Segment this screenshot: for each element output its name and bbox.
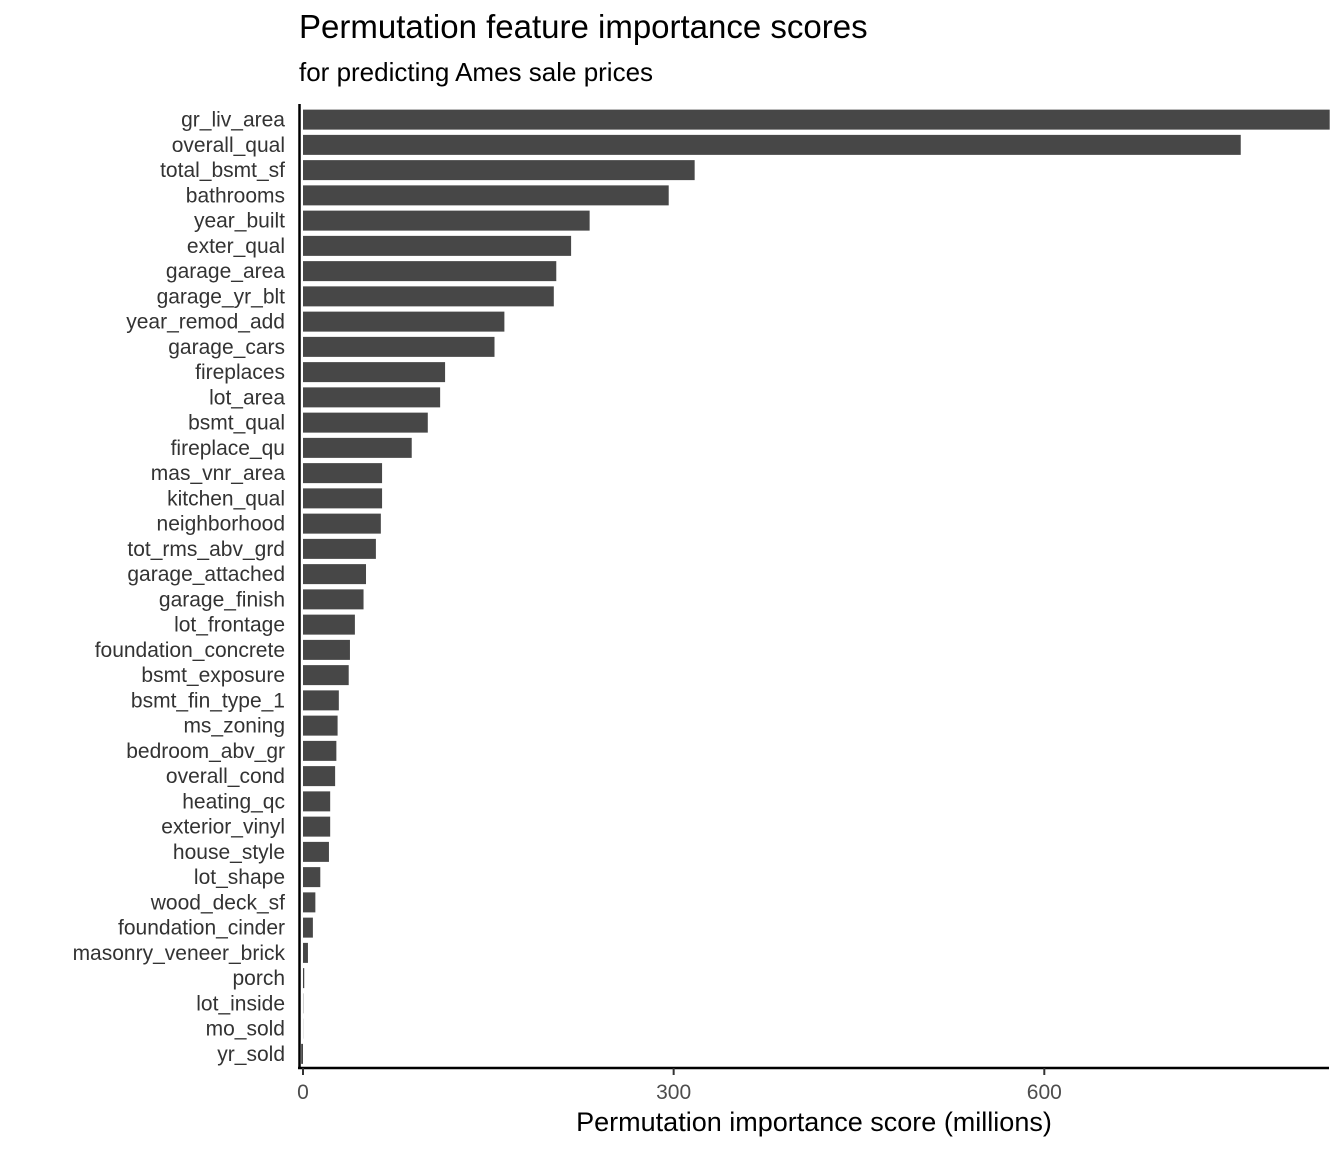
bar-total_bsmt_sf [303,160,695,181]
category-label: masonry_veneer_brick [73,942,286,965]
category-label: wood_deck_sf [150,891,285,914]
category-label: yr_sold [217,1043,285,1066]
category-label: gr_liv_area [181,109,285,132]
bar-fireplace_qu [303,437,412,458]
category-label: lot_area [209,386,285,409]
x-tick-label: 600 [1027,1081,1062,1104]
bar-lot_area [303,387,441,408]
bar-foundation_concrete [303,639,350,660]
category-label: lot_frontage [174,614,285,637]
category-label: year_remod_add [126,311,285,334]
category-label: foundation_cinder [118,917,285,940]
category-label: bedroom_abv_gr [126,740,285,763]
category-label: mas_vnr_area [151,462,286,485]
bar-bedroom_abv_gr [303,740,337,761]
bar-lot_shape [303,867,321,888]
category-label: garage_area [166,260,285,283]
category-label: fireplaces [195,361,285,384]
bar-heating_qc [303,791,331,812]
x-axis-ticks: 0 300 600 [297,1068,1062,1104]
category-label: exterior_vinyl [161,816,285,839]
chart-title: Permutation feature importance scores [299,8,868,45]
bar-garage_cars [303,336,495,357]
bar-overall_qual [303,134,1241,155]
bar-lot_frontage [303,614,355,635]
category-label: bathrooms [186,184,285,207]
category-label: lot_shape [194,866,285,889]
category-label: overall_cond [166,765,285,788]
bars-group [301,109,1330,1064]
category-label: garage_attached [127,563,285,586]
bar-overall_cond [303,766,336,787]
bar-exterior_vinyl [303,816,331,837]
category-label: bsmt_exposure [141,664,285,687]
category-label: garage_cars [168,336,285,359]
bar-wood_deck_sf [303,892,316,913]
bar-masonry_veneer_brick [303,942,308,963]
category-label: bsmt_fin_type_1 [131,689,285,712]
x-tick-label: 0 [297,1081,309,1104]
bar-garage_attached [303,564,367,585]
bar-fireplaces [303,362,446,383]
bar-garage_yr_blt [303,286,554,307]
category-label: total_bsmt_sf [160,159,285,182]
category-label: fireplace_qu [171,437,285,460]
category-label: porch [232,967,285,990]
bar-garage_finish [303,589,364,610]
category-label: lot_inside [196,992,285,1015]
bar-tot_rms_abv_grd [303,538,376,559]
category-label: house_style [173,841,285,864]
category-label: heating_qc [182,790,285,813]
bar-house_style [303,841,329,862]
category-label: bsmt_qual [188,412,285,435]
bar-exter_qual [303,235,572,256]
bar-bsmt_fin_type_1 [303,690,339,711]
category-label: foundation_concrete [95,639,285,662]
bar-mas_vnr_area [303,463,383,484]
category-label: year_built [194,210,285,233]
category-label: neighborhood [157,513,285,536]
bar-bsmt_exposure [303,665,349,686]
category-label: tot_rms_abv_grd [127,538,285,561]
category-label: kitchen_qual [167,487,285,510]
chart-subtitle: for predicting Ames sale prices [299,57,654,87]
category-label: garage_yr_blt [157,285,286,308]
bar-yr_sold [301,1043,303,1064]
x-axis-title: Permutation importance score (millions) [576,1107,1052,1137]
category-label: overall_qual [172,134,285,157]
bar-foundation_cinder [303,917,313,938]
bar-kitchen_qual [303,488,383,509]
bar-neighborhood [303,513,381,534]
bar-ms_zoning [303,715,338,736]
bar-year_remod_add [303,311,505,332]
bar-year_built [303,210,590,231]
bar-bathrooms [303,185,669,206]
category-label: exter_qual [187,235,285,258]
category-labels: gr_liv_areaoverall_qualtotal_bsmt_sfbath… [73,109,286,1066]
bar-porch [303,968,305,989]
bar-gr_liv_area [303,109,1330,130]
bar-bsmt_qual [303,412,428,433]
bar-garage_area [303,261,557,282]
x-tick-label: 300 [656,1081,691,1104]
category-label: mo_sold [206,1018,285,1041]
category-label: garage_finish [159,588,285,611]
category-label: ms_zoning [183,715,285,738]
